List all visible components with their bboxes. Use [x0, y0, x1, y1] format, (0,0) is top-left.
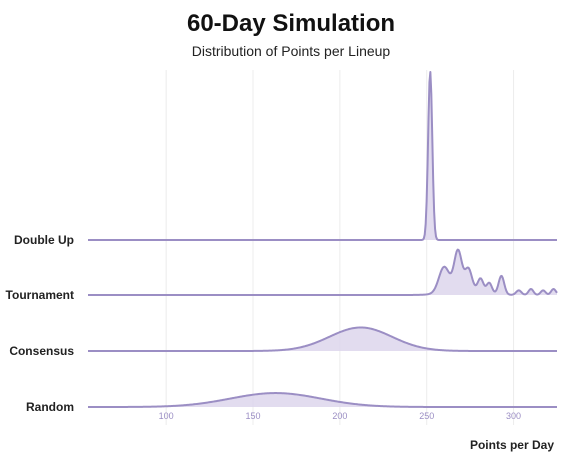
series-label-consensus: Consensus — [9, 344, 74, 358]
x-axis-label: Points per Day — [469, 438, 554, 452]
ridge-line-random — [87, 392, 558, 408]
series-label-random: Random — [26, 400, 74, 414]
ridge-line-consensus — [87, 326, 558, 352]
x-tick-label: 300 — [506, 411, 521, 421]
x-tick-label: 250 — [419, 411, 434, 421]
ridge-area-consensus — [88, 327, 557, 351]
chart-title: 60-Day Simulation — [186, 10, 396, 37]
plot-panel — [88, 70, 557, 425]
series-label-double-up: Double Up — [14, 233, 74, 247]
ridge-area-tournament — [88, 249, 557, 295]
chart-subtitle: Distribution of Points per Lineup — [191, 43, 391, 59]
x-tick-label: 150 — [246, 411, 261, 421]
x-tick-label: 200 — [332, 411, 347, 421]
series-label-tournament: Tournament — [6, 288, 74, 302]
x-tick-label: 100 — [159, 411, 174, 421]
ridge-line-tournament — [87, 248, 558, 296]
ridge-line-double-up — [87, 71, 558, 241]
